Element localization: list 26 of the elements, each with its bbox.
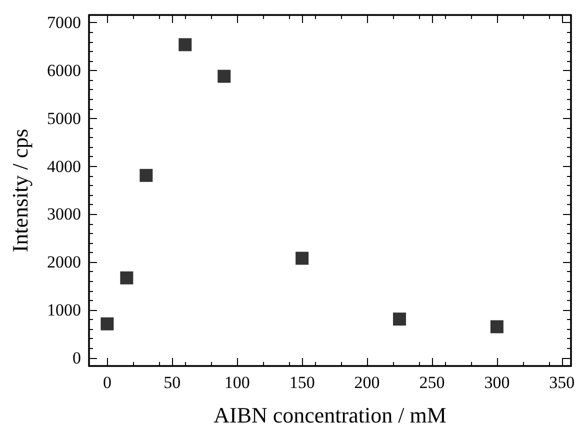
x-tick-label: 0	[102, 373, 112, 392]
point	[393, 312, 406, 326]
x-tick-label: 300	[484, 373, 510, 392]
x-tick-label: 250	[419, 373, 445, 392]
point	[296, 252, 309, 265]
y-axis-title: Intensity / cps	[8, 128, 32, 252]
y-tick-label: 5000	[47, 108, 81, 128]
point	[490, 320, 504, 334]
point	[140, 168, 153, 182]
point	[218, 70, 231, 83]
x-tick-label: 50	[164, 373, 181, 392]
point	[178, 38, 192, 52]
y-tick-label: 4000	[47, 156, 81, 176]
x-tick-label: 100	[224, 373, 250, 392]
x-tick-label: 200	[354, 373, 380, 392]
y-tick-label: 6000	[47, 61, 81, 80]
x-tick-label: 150	[289, 373, 315, 392]
y-tick-label: 1000	[47, 300, 81, 320]
y-tick-label: 0	[72, 348, 81, 368]
x-tick-label: 350	[549, 373, 575, 392]
y-tick-label: 3000	[47, 204, 81, 224]
point	[100, 317, 114, 330]
y-tick-label: 2000	[47, 252, 81, 272]
x-axis-title: AIBN concentration / mM	[214, 402, 446, 428]
point	[120, 271, 134, 284]
y-tick-label: 7000	[47, 13, 81, 32]
